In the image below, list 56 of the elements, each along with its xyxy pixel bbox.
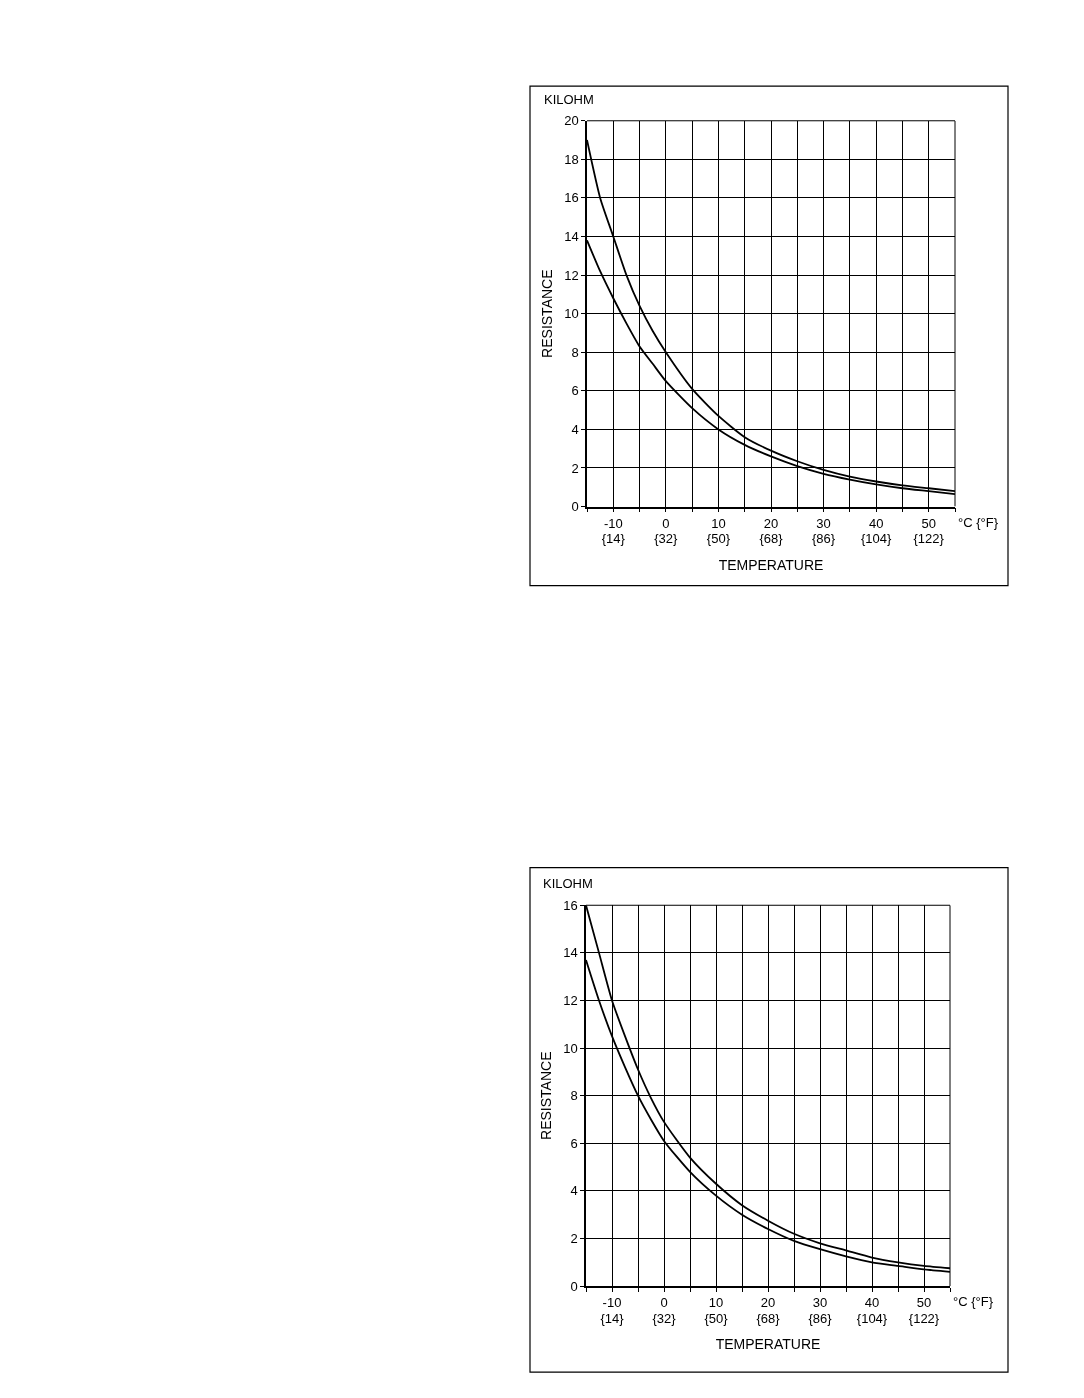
x-axis-title: TEMPERATURE <box>715 1336 821 1353</box>
y-axis-title: RESISTANCE <box>539 269 556 358</box>
y-tick-label: 12 <box>563 993 578 1009</box>
x2-tick-label: {104} <box>860 531 892 547</box>
x2-tick-label: {32} <box>652 1310 677 1326</box>
text: KILOHM <box>543 876 593 891</box>
x-tick-label: 30 <box>816 515 831 531</box>
x2-tick-label: {32} <box>654 531 679 547</box>
x-axis-title: TEMPERATURE <box>718 556 824 573</box>
x-tick-label: 50 <box>916 1295 932 1311</box>
y-axis-title: RESISTANCE <box>538 1051 555 1140</box>
y-tick-label: 14 <box>564 229 579 245</box>
text: KILOHM <box>544 92 594 107</box>
x2-tick-label: {68} <box>759 531 784 547</box>
x2-tick-label: {14} <box>600 1310 625 1326</box>
x2-tick-label: {86} <box>811 531 836 547</box>
y-tick-label: 12 <box>564 267 579 283</box>
x2-tick-label: {68} <box>756 1310 781 1326</box>
y-tick-label: 0 <box>571 499 579 515</box>
y-tick-label: 14 <box>563 945 578 961</box>
y-tick-label: 16 <box>564 190 579 206</box>
x-tick-label: -10 <box>603 515 623 531</box>
y-tick-label: 4 <box>570 1183 578 1199</box>
y-tick-label: 6 <box>570 1135 578 1151</box>
x-tick-label: 10 <box>711 515 726 531</box>
x2-tick-label: {86} <box>808 1310 833 1326</box>
x-tick-label: 0 <box>662 515 670 531</box>
x2-tick-label: {50} <box>704 1310 729 1326</box>
y-tick-label: 6 <box>571 383 579 399</box>
y-tick-label: 18 <box>564 151 579 167</box>
x2-tick-label: {122} <box>908 1310 940 1326</box>
y-tick-label: 10 <box>564 306 579 322</box>
text: °C {°F} <box>953 1294 994 1309</box>
x-tick-label: 10 <box>708 1295 724 1311</box>
x-tick-label: 40 <box>868 515 884 531</box>
x2-tick-label: {50} <box>706 531 731 547</box>
y-tick-label: 4 <box>571 421 579 437</box>
x-tick-label: 20 <box>760 1295 776 1311</box>
x-tick-label: -10 <box>602 1295 622 1311</box>
y-tick-label: 8 <box>571 344 579 360</box>
y-tick-label: 0 <box>570 1278 578 1294</box>
y-tick-label: 2 <box>571 460 579 476</box>
x-tick-label: 0 <box>660 1295 668 1311</box>
y-tick-label: 16 <box>563 897 578 913</box>
text: °C {°F} <box>958 515 999 530</box>
y-tick-label: 2 <box>570 1231 578 1247</box>
x2-tick-label: {14} <box>601 531 626 547</box>
x-tick-label: 20 <box>763 515 779 531</box>
x-tick-label: 30 <box>812 1295 828 1311</box>
x2-tick-label: {104} <box>856 1310 888 1326</box>
y-tick-label: 20 <box>564 113 579 129</box>
y-tick-label: 10 <box>563 1040 578 1056</box>
x2-tick-label: {122} <box>913 531 945 547</box>
y-tick-label: 8 <box>570 1088 578 1104</box>
x-tick-label: 50 <box>921 515 936 531</box>
x-tick-label: 40 <box>864 1295 880 1311</box>
